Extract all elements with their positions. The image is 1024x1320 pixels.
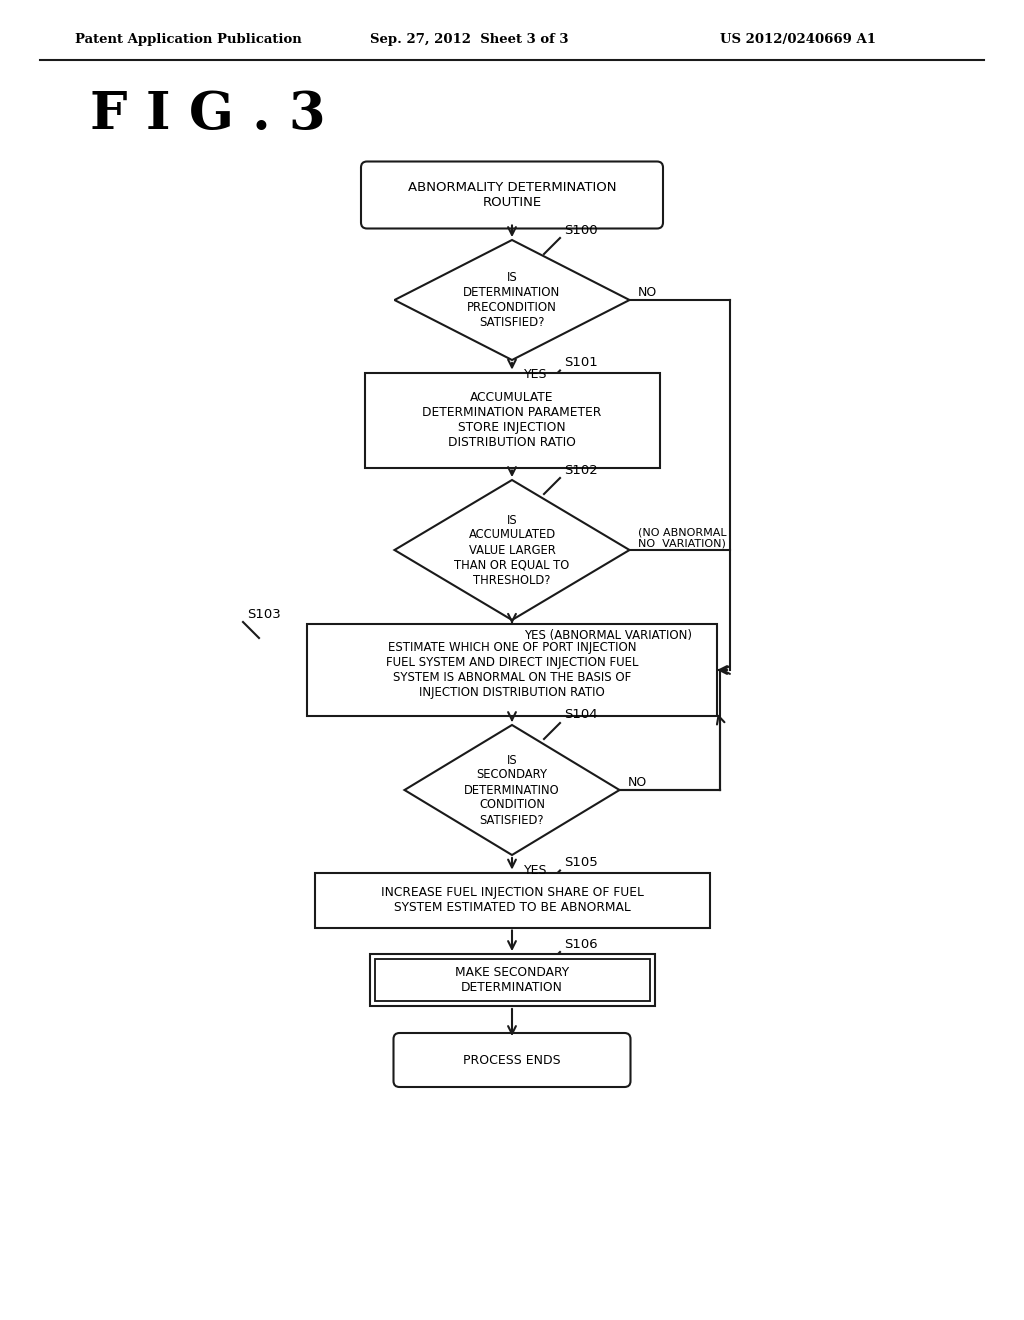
Text: YES: YES [524, 863, 548, 876]
Polygon shape [394, 240, 630, 360]
Text: F I G . 3: F I G . 3 [90, 90, 326, 140]
Text: IS
SECONDARY
DETERMINATINO
CONDITION
SATISFIED?: IS SECONDARY DETERMINATINO CONDITION SAT… [464, 754, 560, 826]
Text: S105: S105 [564, 855, 598, 869]
Bar [314, 873, 710, 928]
Text: Patent Application Publication: Patent Application Publication [75, 33, 302, 46]
Text: ESTIMATE WHICH ONE OF PORT INJECTION
FUEL SYSTEM AND DIRECT INJECTION FUEL
SYSTE: ESTIMATE WHICH ONE OF PORT INJECTION FUE… [386, 642, 638, 700]
Text: PROCESS ENDS: PROCESS ENDS [463, 1053, 561, 1067]
Text: S100: S100 [564, 223, 598, 236]
Bar [375, 960, 649, 1001]
Bar [370, 954, 654, 1006]
Bar [307, 624, 717, 715]
Bar [365, 372, 659, 467]
Text: ACCUMULATE
DETERMINATION PARAMETER
STORE INJECTION
DISTRIBUTION RATIO: ACCUMULATE DETERMINATION PARAMETER STORE… [422, 391, 602, 449]
Text: YES (ABNORMAL VARIATION): YES (ABNORMAL VARIATION) [524, 628, 692, 642]
Text: US 2012/0240669 A1: US 2012/0240669 A1 [720, 33, 876, 46]
Text: NO: NO [638, 285, 656, 298]
Text: INCREASE FUEL INJECTION SHARE OF FUEL
SYSTEM ESTIMATED TO BE ABNORMAL: INCREASE FUEL INJECTION SHARE OF FUEL SY… [381, 886, 643, 913]
Text: ABNORMALITY DETERMINATION
ROUTINE: ABNORMALITY DETERMINATION ROUTINE [408, 181, 616, 209]
Text: NO: NO [628, 776, 647, 788]
Text: S104: S104 [564, 709, 598, 722]
FancyBboxPatch shape [393, 1034, 631, 1086]
Text: IS
ACCUMULATED
VALUE LARGER
THAN OR EQUAL TO
THRESHOLD?: IS ACCUMULATED VALUE LARGER THAN OR EQUA… [455, 513, 569, 586]
Text: S102: S102 [564, 463, 598, 477]
Text: (NO ABNORMAL
NO  VARIATION): (NO ABNORMAL NO VARIATION) [638, 527, 726, 549]
Text: S106: S106 [564, 937, 598, 950]
Text: MAKE SECONDARY
DETERMINATION: MAKE SECONDARY DETERMINATION [455, 966, 569, 994]
Polygon shape [404, 725, 620, 855]
FancyBboxPatch shape [361, 161, 663, 228]
Text: S101: S101 [564, 356, 598, 370]
Text: Sep. 27, 2012  Sheet 3 of 3: Sep. 27, 2012 Sheet 3 of 3 [370, 33, 568, 46]
Text: YES: YES [524, 368, 548, 381]
Text: S103: S103 [247, 607, 281, 620]
Polygon shape [394, 480, 630, 620]
Text: IS
DETERMINATION
PRECONDITION
SATISFIED?: IS DETERMINATION PRECONDITION SATISFIED? [464, 271, 560, 329]
